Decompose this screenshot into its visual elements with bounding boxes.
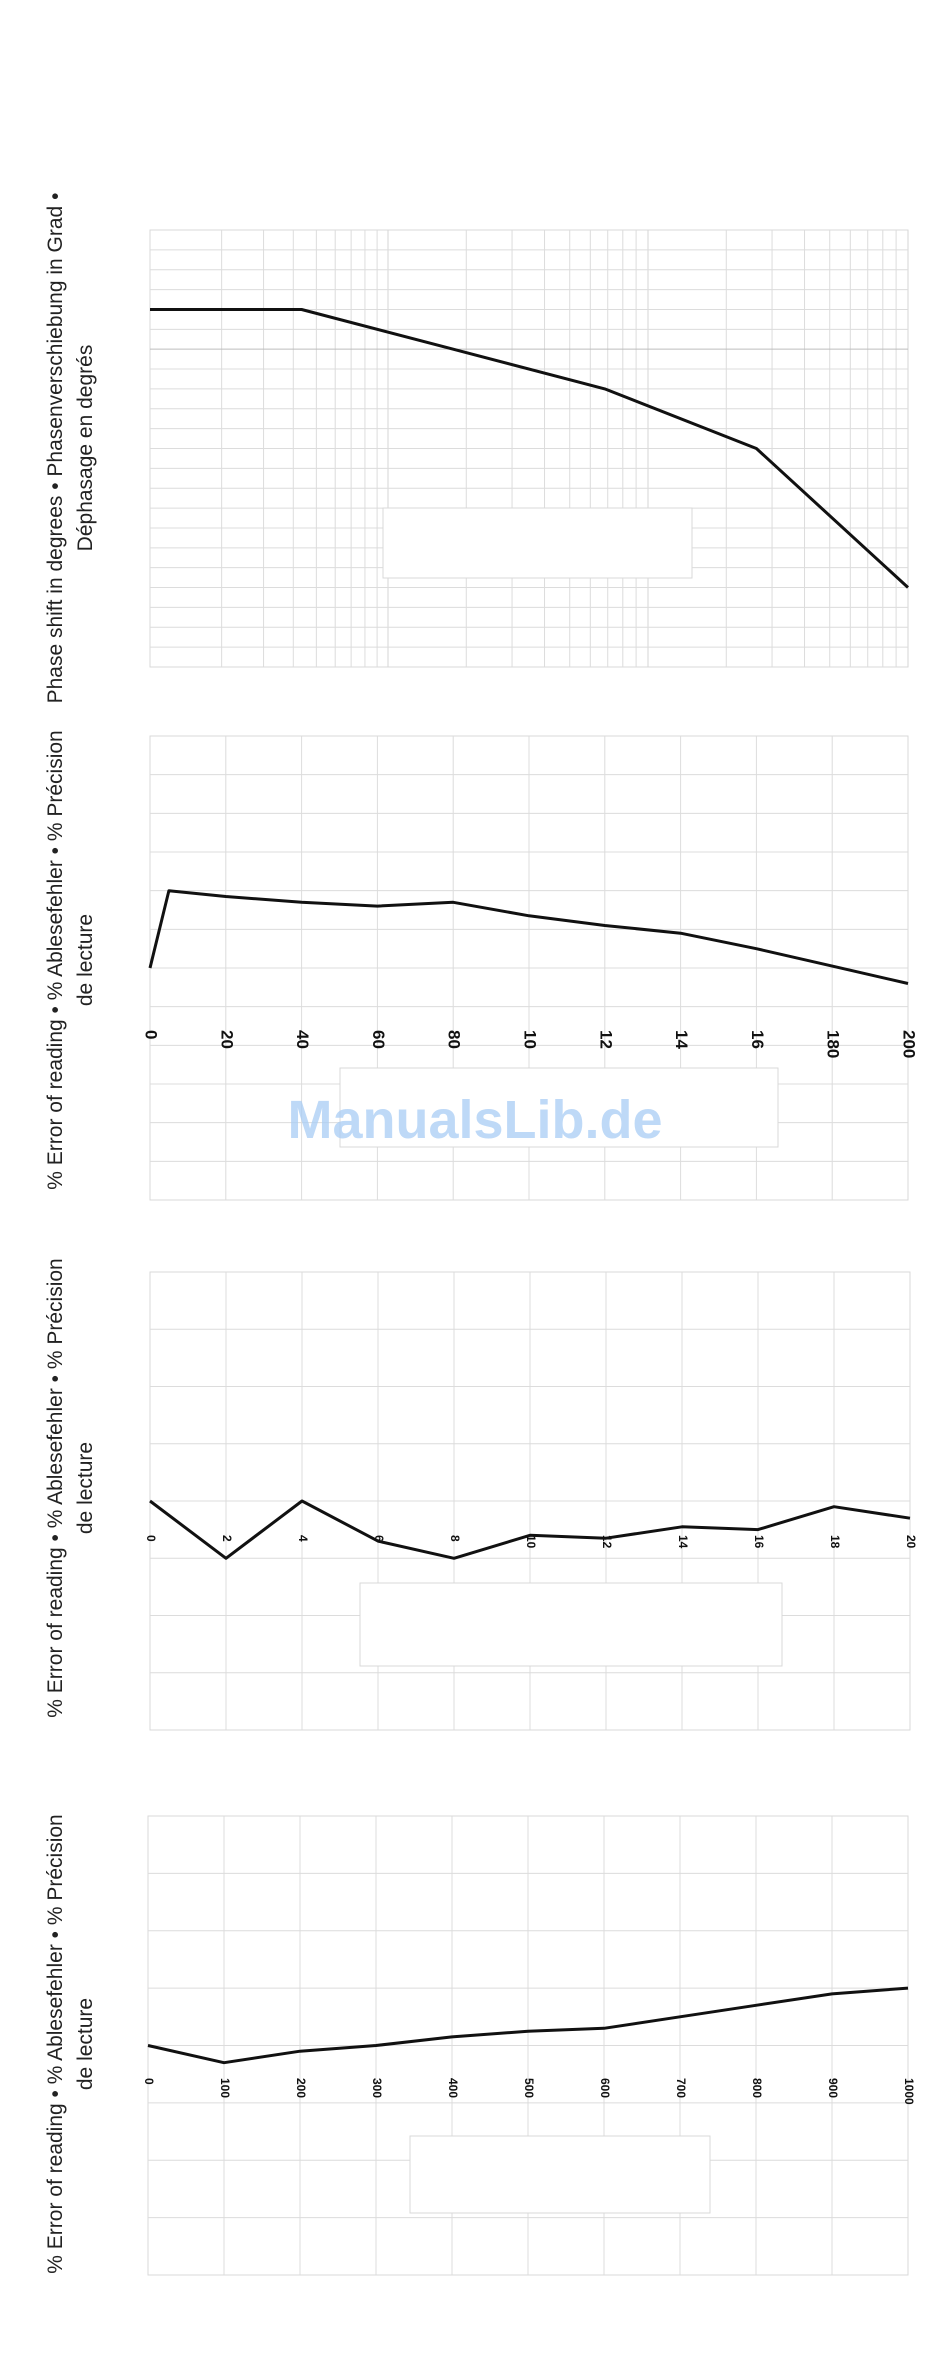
tick-label: 700 [674, 2078, 688, 2098]
tick-label: 16 [752, 1535, 766, 1549]
label-box [359, 1582, 783, 1667]
axis-label: % Error of reading • % Ablesefehler • % … [44, 1258, 67, 1717]
tick-label: 0 [142, 2078, 156, 2085]
tick-label: 500 [522, 2078, 536, 2098]
chart-panel-4: 0 100 200 300 400 500 600 700 800 900 1000 % Error … [44, 1814, 916, 2276]
tick-label: 8 [448, 1535, 462, 1542]
axis-label: Déphasage en degrés [74, 345, 97, 552]
axis-label: % Error of reading • % Ablesefehler • % … [44, 1814, 67, 2273]
label-box [382, 507, 693, 579]
tick-label: 16 [748, 1030, 767, 1049]
tick-label: 20 [217, 1030, 236, 1049]
chart-panel-1: Phase shift in degrees • Phasenverschieb… [44, 193, 910, 704]
tick-label: 40 [293, 1030, 312, 1049]
tick-label: 10 [521, 1030, 540, 1049]
tick-label: 300 [370, 2078, 384, 2098]
tick-label: 200 [294, 2078, 308, 2098]
tick-label: 14 [672, 1030, 691, 1049]
tick-label: 0 [144, 1535, 158, 1542]
tick-label: 6 [372, 1535, 386, 1542]
tick-label: 14 [676, 1535, 690, 1549]
axis-label: % Error of reading • % Ablesefehler • % … [44, 730, 67, 1189]
chart-panel-3: 0 2 4 6 8 10 12 14 16 18 20 % Error of reading • % … [44, 1258, 918, 1731]
tick-label: 12 [600, 1535, 614, 1549]
axis-label: de lecture [74, 1998, 97, 2090]
tick-label: 200 [900, 1030, 919, 1058]
tick-label: 18 [828, 1535, 842, 1549]
tick-label: 2 [220, 1535, 234, 1542]
label-box [339, 1067, 779, 1148]
series-line [148, 889, 909, 985]
watermark: ManualsLib.de [287, 1090, 662, 1150]
tick-label: 1000 [902, 2078, 916, 2105]
tick-label: 100 [218, 2078, 232, 2098]
axis-label: de lecture [74, 914, 97, 1006]
series-line [147, 1986, 909, 2065]
tick-label: 20 [904, 1535, 918, 1549]
tick-label: 60 [369, 1030, 388, 1049]
tick-label: 12 [596, 1030, 615, 1049]
tick-label: 400 [446, 2078, 460, 2098]
label-box [409, 2135, 711, 2214]
axis-label: de lecture [74, 1442, 97, 1534]
series-line [149, 1499, 911, 1560]
series-line [150, 308, 910, 589]
tick-label: 0 [142, 1030, 161, 1039]
tick-label: 80 [445, 1030, 464, 1049]
tick-label: 600 [598, 2078, 612, 2098]
chart-panel-2: 0 20 40 60 80 10 12 14 16 180 200 % Error of readin… [44, 730, 919, 1201]
tick-label: 800 [750, 2078, 764, 2098]
tick-label: 4 [296, 1535, 310, 1542]
tick-label: 900 [826, 2078, 840, 2098]
axis-label: Phase shift in degrees • Phasenverschieb… [44, 193, 67, 704]
tick-label: 10 [524, 1535, 538, 1549]
tick-label: 180 [824, 1030, 843, 1058]
